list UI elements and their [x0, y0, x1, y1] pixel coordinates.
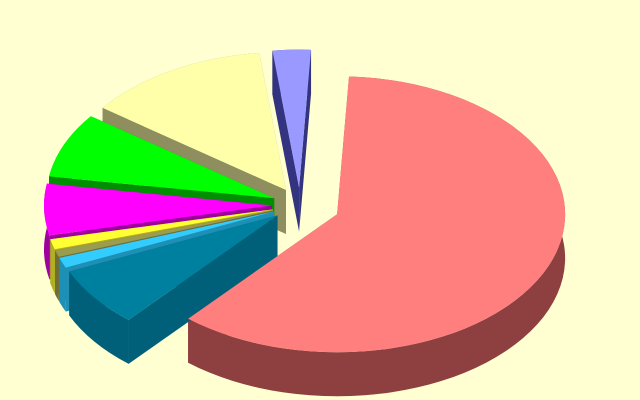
slice-3-side: [59, 257, 66, 312]
slice-9-inner-wall-a: [272, 50, 300, 232]
slice-9-inner-wall-b: [299, 49, 312, 232]
slice-5-side: [50, 239, 55, 294]
slice-4: [55, 210, 274, 257]
slice-8: [102, 52, 286, 190]
slice-5: [50, 209, 273, 250]
slice-4-side: [55, 250, 59, 301]
slice-9: [272, 49, 312, 188]
slice-1: [188, 76, 566, 353]
slice-3: [59, 211, 275, 268]
slice-6: [44, 183, 273, 236]
slice-tops: [44, 49, 566, 353]
slice-2-side: [69, 271, 129, 364]
slice-2: [69, 215, 278, 320]
slice-1-side: [188, 76, 566, 397]
slice-7: [49, 116, 275, 199]
